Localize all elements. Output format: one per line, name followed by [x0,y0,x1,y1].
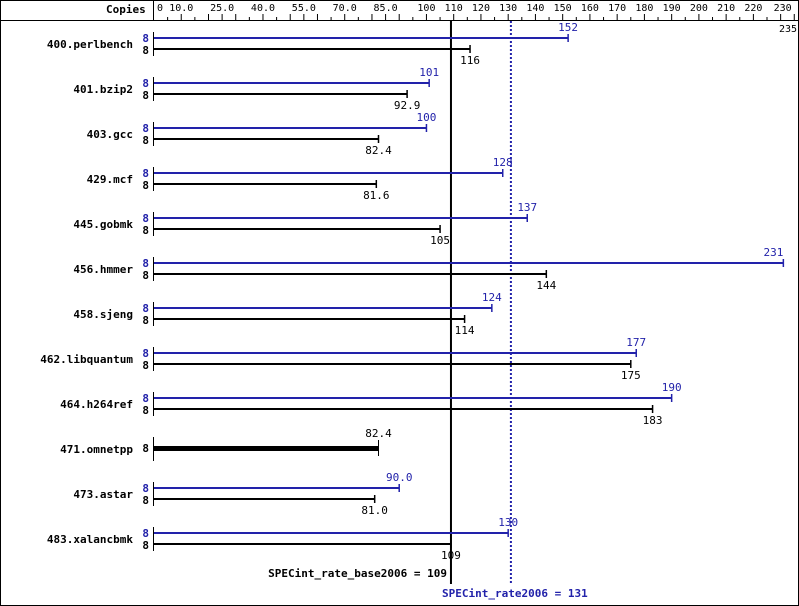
tick-label: 55.0 [292,3,316,14]
base-copies-label: 8 [142,179,149,192]
base-value-label: 81.6 [363,189,390,202]
tick-label: 25.0 [210,3,234,14]
base-copies-label: 8 [142,539,149,552]
base-value-label: 82.4 [365,144,392,157]
tick-label: 100 [417,3,435,14]
base-value-label: 116 [460,54,480,67]
tick-label: 220 [744,3,762,14]
benchmark-label: 445.gobmk [73,218,133,231]
base-value-label: 105 [430,234,450,247]
peak-value-label: 124 [482,291,502,304]
peak-copies-label: 8 [142,482,149,495]
tick-label: 0 [157,3,163,14]
base-copies-label: 8 [142,89,149,102]
peak-value-label: 130 [498,516,518,529]
tick-label: 70.0 [333,3,357,14]
peak-copies-label: 8 [142,347,149,360]
benchmark-label: 400.perlbench [47,38,133,51]
benchmark-label: 462.libquantum [40,353,133,366]
peak-copies-label: 8 [142,32,149,45]
tick-label: 10.0 [169,3,193,14]
tick-label: 230 [774,3,792,14]
base-copies-label: 8 [142,359,149,372]
tick-label: 210 [717,3,735,14]
tick-label: 180 [635,3,653,14]
base-value-label: 82.4 [365,427,392,440]
base-value-label: 144 [536,279,556,292]
benchmark-label: 403.gcc [87,128,133,141]
tick-label: 130 [499,3,517,14]
base-value-label: 183 [643,414,663,427]
base-copies-label: 8 [142,224,149,237]
tick-label: 85.0 [374,3,398,14]
peak-copies-label: 8 [142,392,149,405]
base-copies-label: 8 [142,314,149,327]
base-value-label: 109 [441,549,461,562]
peak-copies-label: 8 [142,77,149,90]
benchmark-label: 456.hmmer [73,263,133,276]
peak-value-label: 231 [763,246,783,259]
benchmark-label: 471.omnetpp [60,443,133,456]
base-copies-label: 8 [142,269,149,282]
tick-label: 140 [526,3,544,14]
benchmark-label: 483.xalancbmk [47,533,133,546]
tick-label: 120 [472,3,490,14]
tick-label: 235 [779,24,797,35]
peak-copies-label: 8 [142,527,149,540]
tick-label: 170 [608,3,626,14]
peak-value-label: 137 [517,201,537,214]
base-copies-label: 8 [142,494,149,507]
peak-copies-label: 8 [142,302,149,315]
base-value-label: 81.0 [361,504,388,517]
peak-copies-label: 8 [142,257,149,270]
benchmark-label: 464.h264ref [60,398,133,411]
tick-label: 200 [690,3,708,14]
benchmark-label: 401.bzip2 [73,83,133,96]
peak-copies-label: 8 [142,122,149,135]
base-value-label: 92.9 [394,99,421,112]
tick-label: 150 [554,3,572,14]
benchmark-label: 458.sjeng [73,308,133,321]
base-value-label: 114 [455,324,475,337]
base-copies-label: 8 [142,442,149,455]
peak-copies-label: 8 [142,212,149,225]
base-value-label: 175 [621,369,641,382]
tick-label: 110 [445,3,463,14]
peak-value-label: 190 [662,381,682,394]
benchmark-label: 429.mcf [87,173,133,186]
base-copies-label: 8 [142,404,149,417]
base-reference-label: SPECint_rate_base2006 = 109 [268,567,447,580]
base-bar [154,446,379,451]
peak-value-label: 100 [417,111,437,124]
peak-value-label: 177 [626,336,646,349]
peak-value-label: 128 [493,156,513,169]
base-copies-label: 8 [142,134,149,147]
peak-reference-label: SPECint_rate2006 = 131 [442,587,588,600]
peak-value-label: 101 [419,66,439,79]
peak-value-label: 90.0 [386,471,413,484]
benchmark-label: 473.astar [73,488,133,501]
tick-label: 40.0 [251,3,275,14]
tick-label: 160 [581,3,599,14]
base-copies-label: 8 [142,44,149,57]
tick-label: 190 [663,3,681,14]
axis-label: Copies [106,3,146,16]
peak-copies-label: 8 [142,167,149,180]
peak-value-label: 152 [558,21,578,34]
